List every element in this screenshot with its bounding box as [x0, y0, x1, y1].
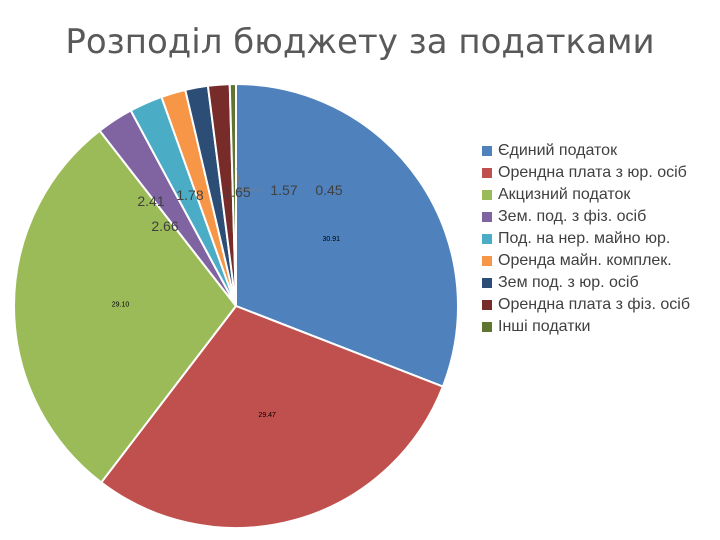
legend-label: Зем под. з юр. осіб	[498, 274, 639, 291]
legend-swatch	[482, 234, 492, 244]
legend-label: Орендна плата з фіз. осіб	[498, 296, 690, 313]
legend-item: Орендна плата з юр. осіб	[482, 163, 712, 182]
chart-legend: Єдиний податок Орендна плата з юр. осіб Ак…	[482, 141, 712, 339]
legend-swatch	[482, 300, 492, 310]
legend-item: Акцизний податок	[482, 185, 712, 204]
legend-swatch	[482, 146, 492, 156]
slice-value-label: 1.78	[176, 187, 203, 203]
slice-value-label: 29.47	[258, 412, 276, 419]
slice-value-label: 29.10	[112, 302, 130, 309]
legend-label: Єдиний податок	[498, 142, 618, 159]
pie-slice	[99, 304, 445, 529]
legend-item: Інші податки	[482, 317, 712, 336]
slice-value-label: 0.45	[315, 182, 342, 198]
legend-label: Зем. под. з фіз. осіб	[498, 208, 647, 225]
legend-swatch	[482, 168, 492, 178]
pie-slice	[228, 82, 237, 307]
legend-item: Зем. под. з фіз. осіб	[482, 207, 712, 226]
legend-item: Оренда майн. комплек.	[482, 251, 712, 270]
legend-label: Акцизний податок	[498, 186, 631, 203]
slice-value-label: 1.57	[270, 182, 297, 198]
legend-label: Інші податки	[498, 318, 591, 335]
slice-value-label: 2.41	[137, 193, 164, 209]
legend-label: Под. на нер. майно юр.	[498, 230, 671, 247]
slice-value-label: 2.66	[151, 218, 178, 234]
pie-slice	[235, 82, 459, 388]
slice-value-label: 1.65	[223, 184, 250, 200]
slice-value-label: 30.91	[323, 236, 341, 243]
legend-swatch	[482, 190, 492, 200]
pie-slice	[13, 129, 238, 484]
legend-label: Оренда майн. комплек.	[498, 252, 672, 269]
legend-swatch	[482, 212, 492, 222]
legend-item: Єдиний податок	[482, 141, 712, 160]
legend-item: Орендна плата з фіз. осіб	[482, 295, 712, 314]
legend-item: Под. на нер. майно юр.	[482, 229, 712, 248]
leader-line	[236, 167, 262, 191]
legend-swatch	[482, 256, 492, 266]
legend-swatch	[482, 278, 492, 288]
chart-title: Розподіл бюджету за податками	[65, 22, 655, 62]
legend-item: Зем под. з юр. осіб	[482, 273, 712, 292]
legend-swatch	[482, 322, 492, 332]
legend-label: Орендна плата з юр. осіб	[498, 164, 687, 181]
